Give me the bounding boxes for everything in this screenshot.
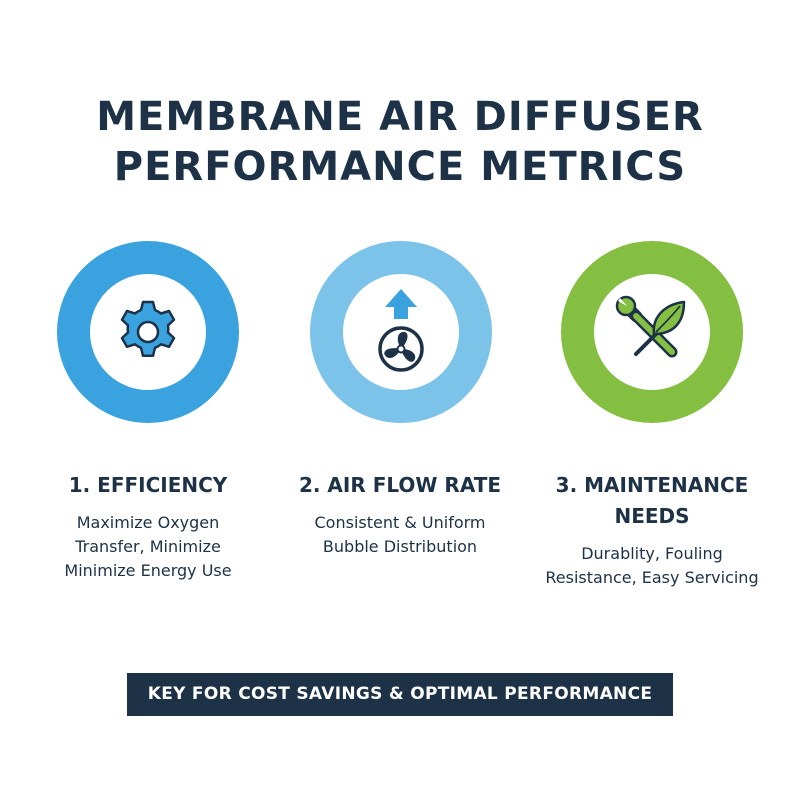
maintenance-ring	[561, 241, 743, 423]
metric-heading: 2. AIR FLOW RATE	[280, 470, 520, 501]
efficiency-ring	[57, 241, 239, 423]
metric-description-line: Durablity, Fouling	[581, 544, 723, 563]
metric-description: Consistent & Uniform Bubble Distribution	[280, 511, 520, 559]
gear-icon	[120, 300, 176, 358]
metric-description-line: Resistance, Easy Servicing	[545, 568, 759, 587]
page-title: MEMBRANE AIR DIFFUSER PERFORMANCE METRIC…	[0, 92, 800, 192]
metric-efficiency: 1. EFFICIENCY Maximize Oxygen Transfer, …	[28, 470, 268, 583]
metric-description-line: Minimize Energy Use	[64, 561, 232, 580]
metric-heading-line: 2. AIR FLOW RATE	[298, 473, 502, 497]
title-line-2: PERFORMANCE METRICS	[113, 144, 687, 190]
metric-maintenance-needs: 3. MAINTENANCE NEEDS Durablity, Fouling …	[532, 470, 772, 590]
metric-description-line: Maximize Oxygen	[76, 513, 220, 532]
fan-icon	[378, 326, 424, 372]
wrench-leaf-icon	[615, 295, 686, 358]
metric-description: Durablity, Fouling Resistance, Easy Serv…	[532, 542, 772, 590]
summary-banner: KEY FOR COST SAVINGS & OPTIMAL PERFORMAN…	[127, 673, 673, 716]
metric-heading: 1. EFFICIENCY	[28, 470, 268, 501]
leaf-icon	[634, 300, 686, 356]
air-flow-ring	[310, 241, 492, 423]
metric-description-line: Bubble Distribution	[322, 537, 478, 556]
metric-description-line: Consistent & Uniform	[314, 513, 486, 532]
fan-with-up-arrow-icon	[378, 289, 424, 372]
metric-description-line: Transfer, Minimize	[75, 537, 221, 556]
metric-heading-line: 1. EFFICIENCY	[68, 473, 228, 497]
metric-heading-line: NEEDS	[614, 504, 690, 528]
up-arrow-icon	[385, 289, 417, 319]
metric-heading-line: 3. MAINTENANCE	[555, 473, 749, 497]
metric-description: Maximize Oxygen Transfer, Minimize Minim…	[28, 511, 268, 583]
title-line-1: MEMBRANE AIR DIFFUSER	[96, 94, 704, 140]
metric-air-flow-rate: 2. AIR FLOW RATE Consistent & Uniform Bu…	[280, 470, 520, 559]
metric-heading: 3. MAINTENANCE NEEDS	[532, 470, 772, 532]
